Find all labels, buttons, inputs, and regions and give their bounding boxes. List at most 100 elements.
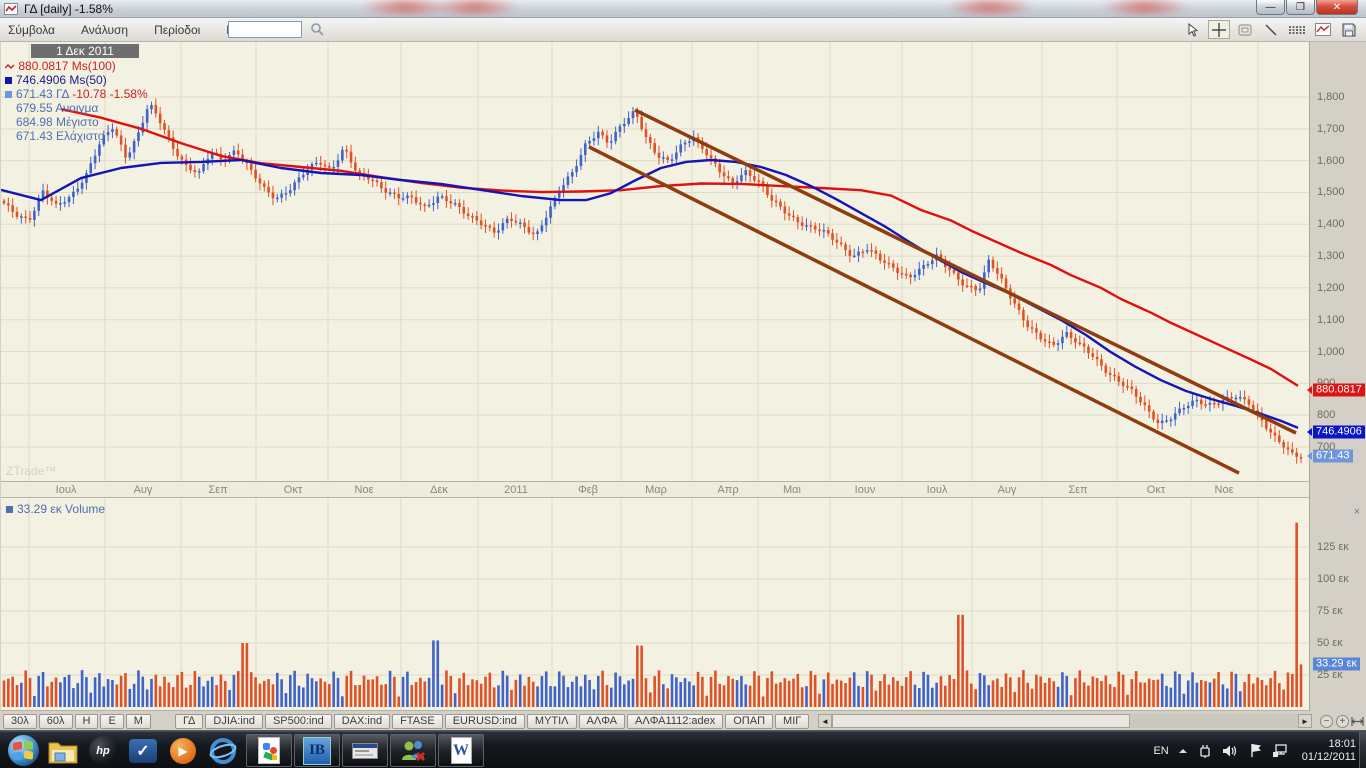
volume-tick: 50 εκ xyxy=(1317,637,1343,649)
language-indicator[interactable]: EN xyxy=(1153,744,1169,757)
volume-legend: 33.29 εκ Volume xyxy=(6,502,105,516)
background-window-blob xyxy=(430,0,520,17)
tray-date: 01/12/2011 xyxy=(1301,750,1356,763)
horizontal-scrollbar[interactable]: ◄ ► xyxy=(818,714,1314,728)
crosshair-tool-icon[interactable] xyxy=(1208,20,1230,39)
zoom-in-button[interactable]: + xyxy=(1336,715,1349,728)
legend-low: 671.43 Ελάχιστο xyxy=(16,129,105,143)
tab-Μ[interactable]: Μ xyxy=(125,713,151,729)
symbol-search-input[interactable] xyxy=(228,21,302,38)
google-app-button[interactable] xyxy=(246,734,292,767)
x-axis: Ιουλ Αυγ Σεπ Οκτ Νοε Δεκ 2011 Φεβ Μαρ Απρ Μαι Ιουν Ι… xyxy=(1,481,1310,498)
trendline-tool-icon[interactable] xyxy=(1260,20,1282,39)
app-icon xyxy=(4,3,18,15)
volume-icon[interactable] xyxy=(1222,744,1240,758)
volume-tick: 75 εκ xyxy=(1317,605,1343,617)
tab-Η[interactable]: Η xyxy=(74,713,99,729)
tab-ΑΛΦΑ[interactable]: ΑΛΦΑ xyxy=(578,713,626,729)
x-axis-label: Σεπ xyxy=(1068,484,1088,496)
legend-date: 1 Δεκ 2011 xyxy=(31,44,139,58)
tab-ΜΙΓ[interactable]: ΜΙΓ xyxy=(775,713,810,729)
check-app-icon[interactable]: ✓ xyxy=(126,734,160,768)
window-title: ΓΔ [daily] -1.58% xyxy=(24,2,113,16)
volume-grid xyxy=(1,498,1309,710)
tab-SP500:ind[interactable]: SP500:ind xyxy=(264,713,332,729)
minimize-button[interactable]: — xyxy=(1256,0,1285,15)
scrollbar-track[interactable] xyxy=(832,714,1298,728)
price-chart-pane[interactable]: 1 Δεκ 2011 880.0817 Ms(100) 746.4906 Ms(… xyxy=(1,42,1310,481)
x-axis-label: Ιουλ xyxy=(55,484,77,496)
word-button[interactable]: W xyxy=(438,734,484,767)
trendline-1 xyxy=(588,145,1240,475)
background-window-blob xyxy=(1100,0,1190,17)
interactive-brokers-button[interactable]: IB xyxy=(294,734,340,767)
price-tick: 1,100 xyxy=(1317,313,1345,326)
clock[interactable]: 18:01 01/12/2011 xyxy=(1302,738,1356,764)
trading-app-button[interactable] xyxy=(342,734,388,767)
action-center-flag-icon[interactable] xyxy=(1249,743,1263,758)
start-button[interactable] xyxy=(6,734,40,768)
hp-icon[interactable]: hp xyxy=(86,734,120,768)
menu-Περίοδοι[interactable]: Περίοδοι xyxy=(154,23,201,37)
window-controls: — ❐ ✕ xyxy=(1255,0,1358,15)
explorer-icon[interactable] xyxy=(46,734,80,768)
ma100-line xyxy=(60,107,1299,387)
price-axis-gutter: 1,800 1,700 1,600 1,500 1,400 1,300 1,200 1,100… xyxy=(1307,42,1366,712)
scrollbar-thumb[interactable] xyxy=(832,714,1130,728)
tab-Ε[interactable]: Ε xyxy=(100,713,124,729)
price-tick: 1,800 xyxy=(1317,91,1345,103)
menu-Ανάλυση[interactable]: Ανάλυση xyxy=(81,23,129,37)
chart-type-icon[interactable] xyxy=(1312,20,1334,39)
restore-button[interactable]: ❐ xyxy=(1286,0,1315,15)
save-icon[interactable] xyxy=(1338,20,1360,39)
tab-ΓΔ[interactable]: ΓΔ xyxy=(174,713,204,729)
internet-explorer-icon[interactable] xyxy=(206,734,240,768)
background-window-blob xyxy=(945,0,1035,17)
legend-ma50: 746.4906 Ms(50) xyxy=(5,73,107,87)
volume-close-icon[interactable]: × xyxy=(1353,506,1360,518)
tray-time: 18:01 xyxy=(1328,737,1356,750)
menu-Σύμβολα[interactable]: Σύμβολα xyxy=(8,23,55,37)
tab-ΜΥΤΙΛ[interactable]: ΜΥΤΙΛ xyxy=(526,713,577,729)
menu-items: ΣύμβολαΑνάλυσηΠερίοδοιΠροβολή xyxy=(6,18,276,42)
dashed-lines-tool-icon[interactable] xyxy=(1286,20,1308,39)
zoom-out-button[interactable]: − xyxy=(1320,715,1333,728)
symbol-tabbar: 30λ 60λ Η Ε Μ ΓΔ DJIA:ind SP500:ind DAX:ind FTASE… xyxy=(0,712,1366,731)
tab-DAX:ind[interactable]: DAX:ind xyxy=(333,713,391,729)
cursor-tool-icon[interactable] xyxy=(1182,20,1204,39)
show-desktop-button[interactable] xyxy=(1359,732,1366,768)
volume-bars xyxy=(2,522,1303,707)
tab-60λ[interactable]: 60λ xyxy=(38,713,73,729)
volume-pane[interactable]: 33.29 εκ Volume xyxy=(1,498,1310,711)
fit-width-icon[interactable] xyxy=(1351,716,1364,727)
legend-high: 684.98 Μέγιστο xyxy=(16,115,99,129)
close-button[interactable]: ✕ xyxy=(1316,0,1358,15)
price-tick: 1,700 xyxy=(1317,122,1345,135)
search-icon[interactable] xyxy=(310,22,325,37)
media-player-icon[interactable]: ▶ xyxy=(166,734,200,768)
tab-DJIA:ind[interactable]: DJIA:ind xyxy=(205,713,263,729)
price-tick: 1,400 xyxy=(1317,218,1345,231)
menubar: ΣύμβολαΑνάλυσηΠερίοδοιΠροβολή xyxy=(0,18,1366,42)
volume-tick: 25 εκ xyxy=(1317,669,1343,681)
tab-ΑΛΦΑ1112:adex[interactable]: ΑΛΦΑ1112:adex xyxy=(627,713,724,729)
x-axis-label: Ιουν xyxy=(854,484,876,496)
tab-ΟΠΑΠ[interactable]: ΟΠΑΠ xyxy=(725,713,774,729)
scroll-left-icon[interactable]: ◄ xyxy=(818,714,832,728)
messenger-button[interactable] xyxy=(390,734,436,767)
tab-FTASE[interactable]: FTASE xyxy=(392,713,443,729)
price-grid xyxy=(1,42,1309,481)
hidden-icons-chevron[interactable] xyxy=(1178,747,1188,755)
price-tick: 1,200 xyxy=(1317,281,1345,294)
tab-EURUSD:ind[interactable]: EURUSD:ind xyxy=(444,713,525,729)
x-axis-label: Μαρ xyxy=(645,484,667,496)
tab-30λ[interactable]: 30λ xyxy=(3,713,37,729)
power-icon[interactable] xyxy=(1197,743,1213,759)
x-axis-label: Αυγ xyxy=(133,484,153,496)
network-icon[interactable] xyxy=(1272,743,1289,758)
x-axis-label: Αυγ xyxy=(997,484,1017,496)
region-tool-icon[interactable] xyxy=(1234,20,1256,39)
scroll-right-icon[interactable]: ► xyxy=(1298,714,1312,728)
windows-logo-icon xyxy=(7,735,39,766)
